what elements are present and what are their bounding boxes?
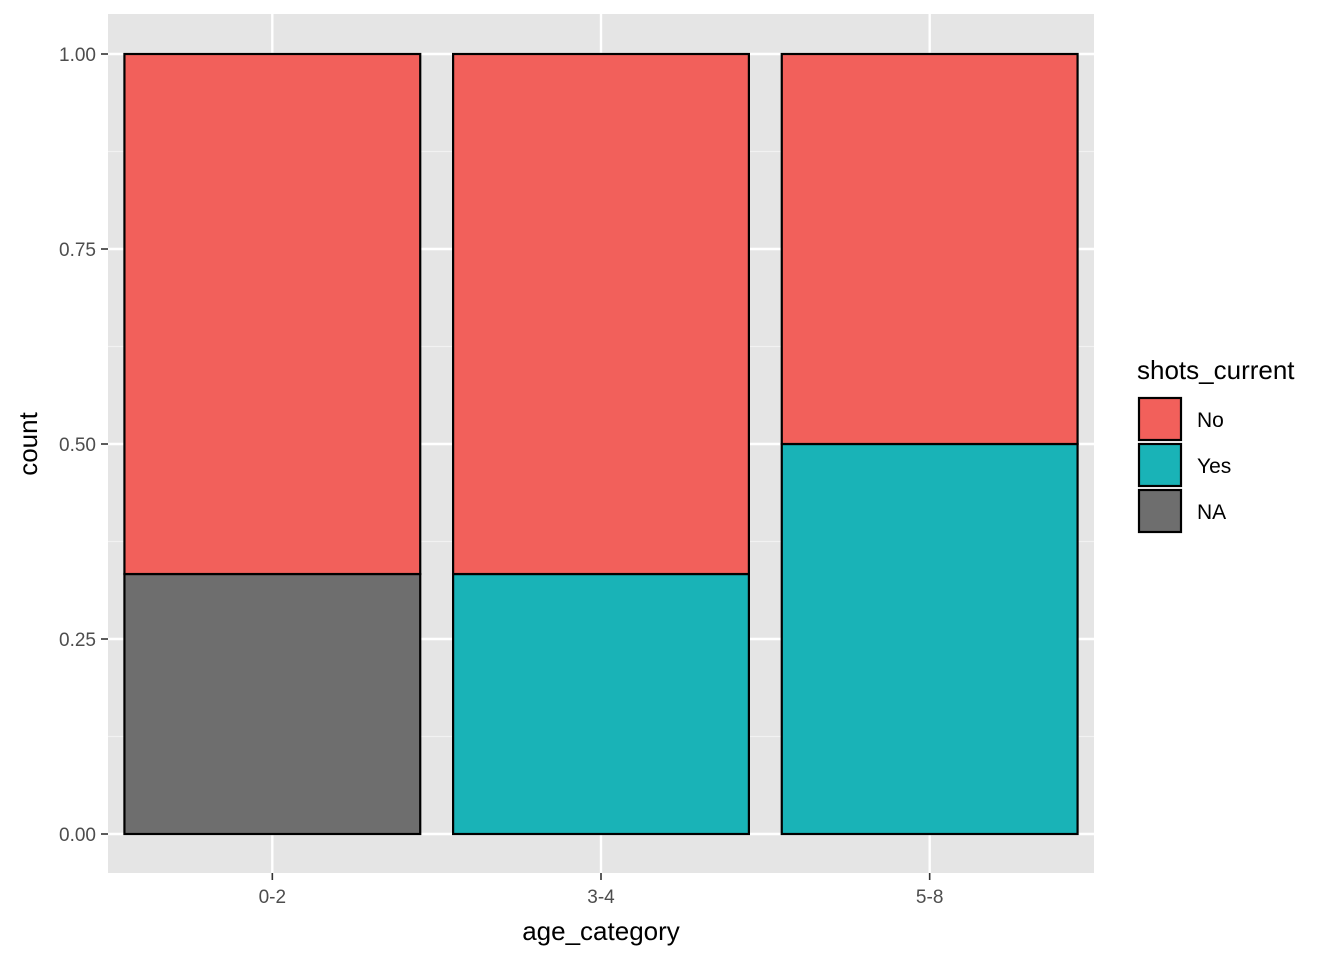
y-tick-label: 0.50: [59, 435, 96, 456]
legend-key-Yes: [1137, 442, 1183, 488]
bar-segment-5-8-Yes: [780, 442, 1079, 836]
bar-segment-5-8-No: [780, 52, 1079, 446]
bars-layer: [123, 52, 1079, 836]
y-axis-title: count: [13, 411, 43, 475]
y-tick-label: 0.00: [59, 825, 96, 846]
x-tick-label: 5-8: [916, 887, 943, 908]
x-tick-label: 0-2: [259, 887, 286, 908]
y-tick-label: 0.75: [59, 240, 96, 261]
x-axis-title: age_category: [522, 916, 680, 946]
legend-label-NA: NA: [1197, 501, 1226, 524]
legend-key-NA: [1137, 488, 1183, 534]
bar-segment-0-2-No: [123, 52, 422, 576]
x-tick-label: 3-4: [587, 887, 615, 908]
y-tick-label: 0.25: [59, 630, 96, 651]
legend: shots_current No Yes NA: [1137, 355, 1295, 534]
legend-label-Yes: Yes: [1197, 455, 1231, 478]
axes-layer: 0.00 0.25 0.50 0.75 1.00 0-2 3-4 5-8: [59, 45, 943, 908]
legend-key-No: [1137, 396, 1183, 442]
bar-segment-0-2-NA: [123, 572, 422, 836]
y-tick-label: 1.00: [59, 45, 96, 66]
legend-title: shots_current: [1137, 355, 1295, 385]
bar-segment-3-4-Yes: [452, 572, 750, 836]
legend-label-No: No: [1197, 409, 1224, 432]
bar-segment-3-4-No: [452, 52, 750, 576]
